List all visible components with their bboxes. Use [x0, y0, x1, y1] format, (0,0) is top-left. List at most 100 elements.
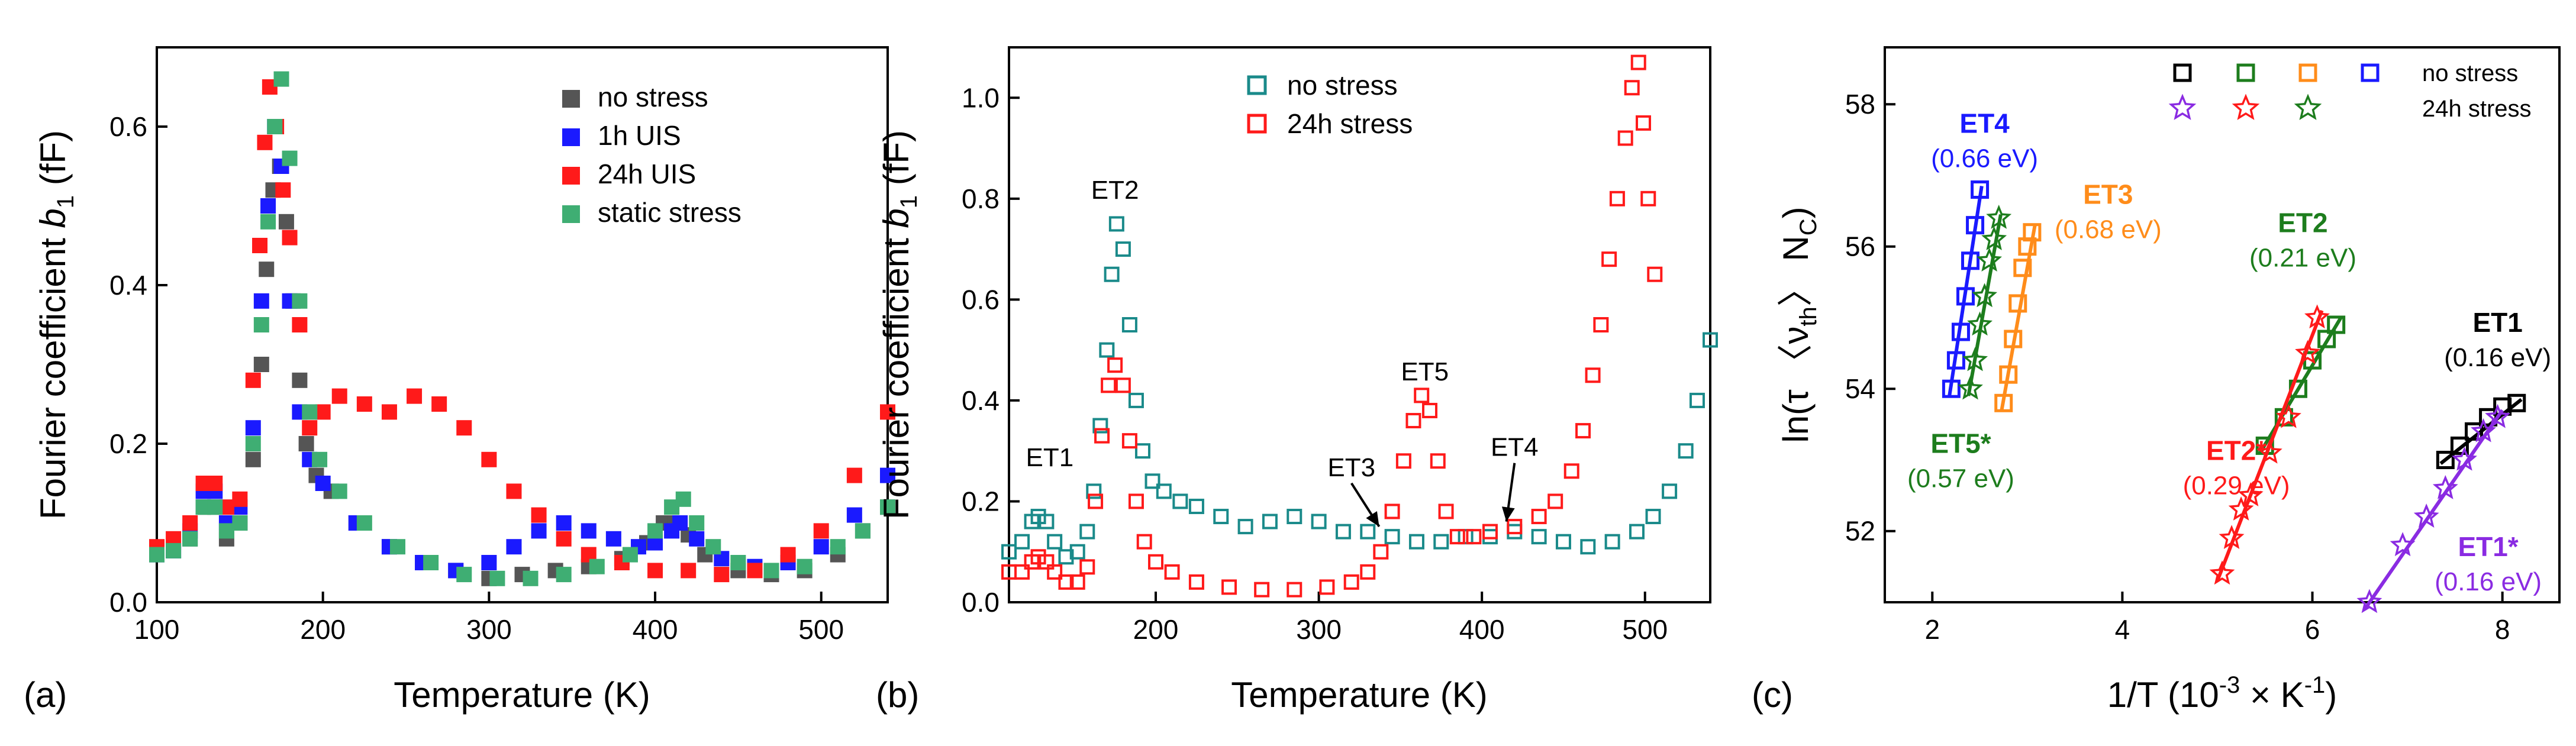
legend-label-no-stress-c: no stress: [2422, 60, 2518, 86]
data-point-static-stress: [456, 567, 472, 583]
data-point-24h-UIS: [780, 547, 796, 563]
data-point-24h-stress: [1047, 564, 1063, 580]
panel-b-legend: no stress 24h stress: [1247, 70, 1413, 139]
data-point-static-stress: [273, 71, 289, 87]
data-point-no-stress: [1507, 524, 1523, 540]
panel-a-chart: 100 200 300 400 500 0.0 0.2 0.4 0.6 no stress 1h…: [24, 46, 895, 715]
energy-label-name: ET2: [2278, 208, 2327, 238]
energy-label-name: ET5*: [1930, 428, 1991, 458]
data-point-ET3: [2008, 294, 2027, 313]
annotation-ET1: ET1: [1026, 443, 1074, 472]
data-point-ET4: [1956, 287, 1975, 306]
panel-b-y-axis-label: Fourier coefficient b1 (fF): [876, 130, 922, 519]
legend-label-no-stress-b: no stress: [1287, 70, 1398, 101]
data-point-no-stress: [298, 436, 314, 451]
data-point-ET5*: [1981, 226, 2007, 251]
data-point-24h-UIS: [282, 230, 298, 246]
data-point-24h-stress: [1575, 423, 1591, 439]
data-point-no-stress: [1360, 524, 1376, 540]
data-point-ET1: [2436, 450, 2455, 469]
energy-label-value: (0.16 eV): [2444, 343, 2551, 372]
data-point-static-stress: [589, 558, 605, 574]
y-tick-label: 56: [1845, 231, 1875, 262]
x-tick-label: 500: [798, 614, 844, 645]
data-point-24h-UIS: [481, 451, 497, 467]
panel-b-marks: [1001, 54, 1718, 598]
data-point-1h-UIS: [531, 523, 547, 539]
data-point-no-stress: [1134, 443, 1150, 459]
data-point-ET2*: [2238, 482, 2264, 506]
data-point-no-stress: [1458, 529, 1474, 545]
panel-b-chart: 200 300 400 500 0.0 0.2 0.4 0.6 0.8 1.0 ET1 ET2 ET5…: [876, 46, 1718, 715]
panel-a-x-axis-label: Temperature (K): [394, 675, 650, 715]
data-point-24h-UIS: [315, 404, 331, 420]
data-point-no-stress: [1689, 392, 1705, 408]
data-point-ET1*: [2471, 418, 2497, 443]
data-point-static-stress: [880, 499, 895, 515]
panel-c-plot-frame: [1884, 46, 2561, 603]
data-point-1h-UIS: [880, 467, 895, 483]
data-point-static-stress: [149, 547, 165, 563]
data-point-ET4: [1971, 180, 1990, 199]
panel-a-ticks: 100 200 300 400 500 0.0 0.2 0.4 0.6: [109, 111, 844, 645]
data-point-ET2*: [2295, 340, 2320, 364]
legend-star-purple: [2168, 93, 2197, 120]
y-tick-label: 0.8: [962, 183, 1000, 214]
data-point-24h-stress: [1069, 574, 1085, 590]
data-point-static-stress: [523, 570, 539, 586]
panel-c-y-axis-label: ln(τ 〈νth〉 NC): [1776, 206, 1821, 443]
data-point-24h-stress: [1585, 367, 1601, 383]
energy-label-value: (0.68 eV): [2055, 215, 2162, 244]
data-point-no-stress: [1703, 332, 1718, 348]
fit-line-ET4: [1948, 186, 1984, 396]
data-point-24h-stress: [1058, 574, 1074, 590]
data-point-24h-UIS: [182, 515, 198, 531]
panel-b-ticks: 200 300 400 500 0.0 0.2 0.4 0.6 0.8 1.0: [962, 82, 1668, 645]
y-tick-label: 0.0: [962, 587, 1000, 618]
data-point-ET2*: [2275, 403, 2301, 428]
data-point-24h-UIS: [846, 467, 862, 483]
data-point-no-stress: [1645, 509, 1661, 525]
data-point-ET4: [1942, 379, 1961, 398]
y-tick-label: 52: [1845, 516, 1875, 547]
annotation-arrow-head: [1366, 511, 1379, 527]
data-point-1h-UIS: [245, 420, 261, 436]
x-tick-label: 6: [2305, 614, 2320, 645]
data-point-ET3: [1994, 393, 2013, 412]
data-point-static-stress: [622, 547, 638, 563]
data-point-24h-stress: [1101, 377, 1117, 393]
data-point-ET1*: [2356, 589, 2382, 613]
x-tick-label: 200: [1133, 614, 1179, 645]
data-point-no-stress: [1384, 529, 1400, 545]
data-point-ET5*: [1986, 205, 2012, 229]
annotation-ET4: ET4: [1491, 433, 1539, 462]
energy-label-name: ET1: [2472, 307, 2522, 338]
data-point-24h-UIS: [747, 563, 763, 579]
data-point-24h-stress: [1115, 377, 1131, 393]
data-point-24h-stress: [1547, 493, 1563, 509]
data-point-24h-stress: [1079, 559, 1095, 575]
data-point-24h-stress: [1121, 433, 1137, 449]
data-point-24h-stress: [1384, 503, 1400, 519]
legend-marker-24h-stress-b: [1247, 114, 1267, 134]
data-point-24h-UIS: [431, 396, 447, 412]
data-point-no-stress: [1311, 514, 1327, 529]
data-point-24h-stress: [1430, 453, 1446, 469]
data-point-ET5*: [1958, 375, 1983, 400]
data-point-no-stress: [1262, 514, 1278, 529]
data-point-no-stress: [245, 451, 261, 467]
data-point-static-stress: [292, 293, 308, 309]
fit-line-ET1*: [2363, 409, 2504, 611]
annotation-ET3: ET3: [1327, 453, 1375, 482]
data-point-no-stress: [253, 357, 269, 372]
data-point-24h-UIS: [356, 396, 372, 412]
fit-line-ET3: [2000, 225, 2037, 411]
data-point-static-stress: [260, 214, 276, 230]
data-point-ET5*: [1967, 311, 1993, 336]
data-point-no-stress: [1287, 509, 1302, 525]
data-point-static-stress: [730, 555, 746, 570]
data-point-ET3: [2013, 259, 2032, 277]
data-point-24h-stress: [1221, 579, 1237, 595]
data-point-no-stress: [1172, 493, 1188, 509]
